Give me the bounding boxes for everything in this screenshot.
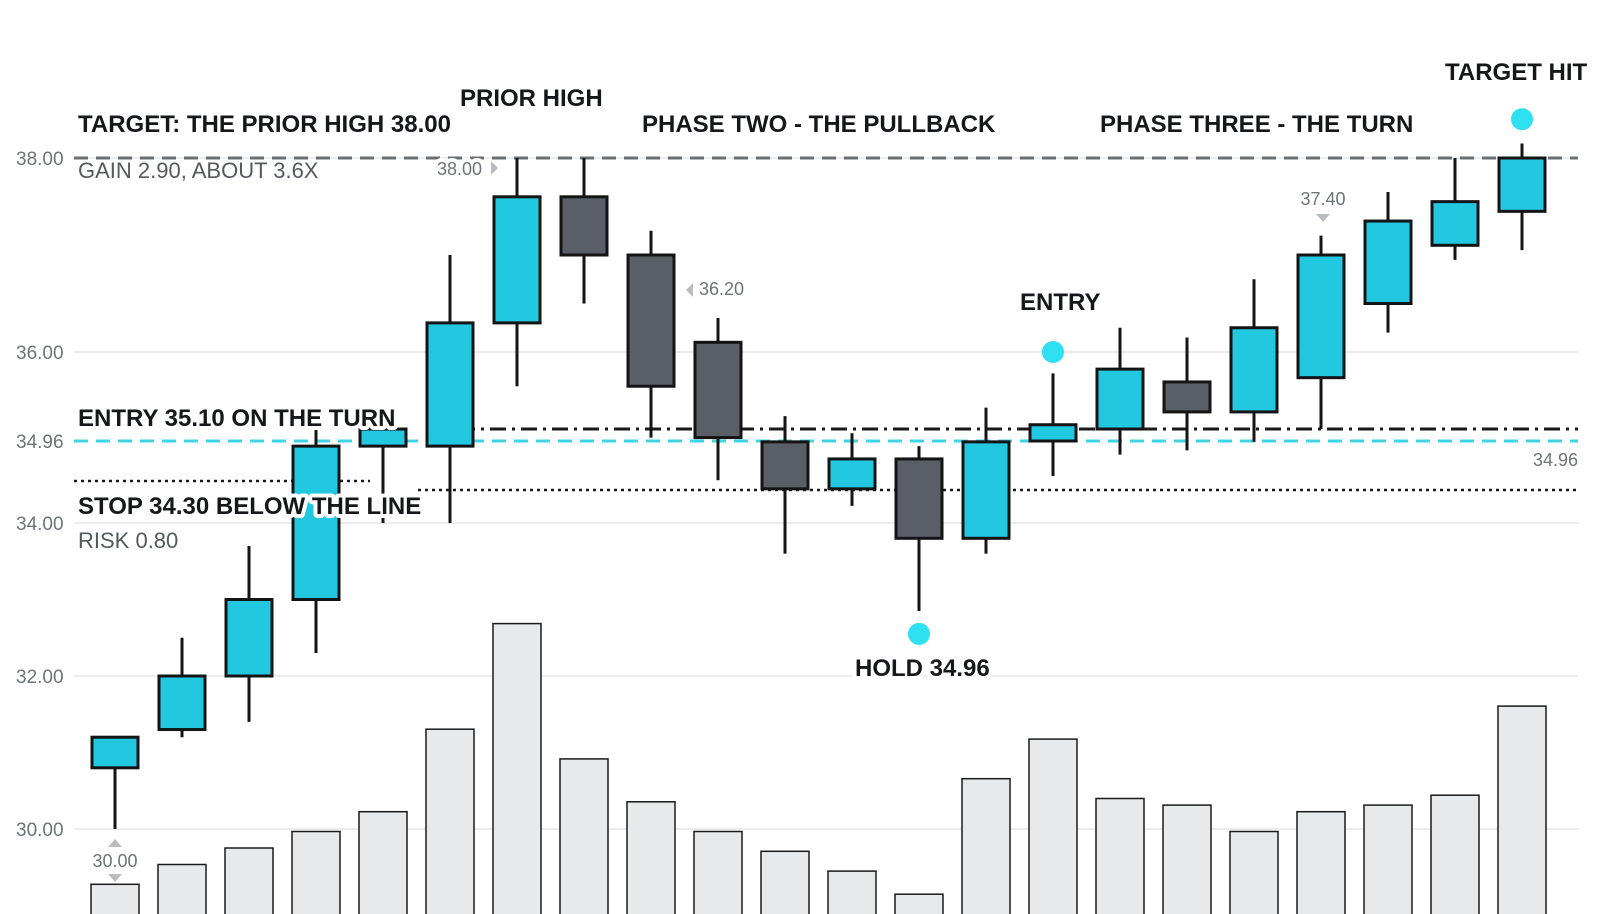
callout-37-40-arrow <box>1316 214 1330 222</box>
y-tick-label: 32.00 <box>16 667 64 688</box>
entry-marker <box>1042 341 1064 363</box>
prior-high-label: PRIOR HIGH <box>460 85 603 112</box>
volume-bar <box>291 830 341 914</box>
candle-body <box>1497 156 1547 213</box>
candle-body <box>559 195 609 257</box>
risk-label: RISK 0.80 <box>78 528 178 553</box>
volume-bar <box>961 777 1011 914</box>
target-gain: GAIN 2.90, ABOUT 3.6X <box>78 158 319 183</box>
candle-body <box>1430 200 1480 247</box>
candle-body <box>1028 423 1078 443</box>
candle-body <box>1229 326 1279 414</box>
volume-bar <box>626 801 676 914</box>
volume-bar <box>1296 810 1346 914</box>
volume-bar <box>358 810 408 914</box>
phase-two-label: PHASE TWO - THE PULLBACK <box>642 111 996 138</box>
y-tick-label: 34.00 <box>16 514 64 535</box>
callout-37-40: 37.40 <box>1300 189 1345 209</box>
price-level-lines <box>74 156 1578 492</box>
volume-bar <box>1028 738 1078 914</box>
volume-bar <box>1430 794 1480 914</box>
y-tick-label: 34.96 <box>16 432 64 453</box>
candle-body <box>90 735 140 770</box>
volume-bar <box>1162 804 1212 914</box>
candle-body <box>693 340 743 440</box>
volume-bar <box>760 850 810 914</box>
volume-bar <box>1229 830 1279 914</box>
candle-body <box>492 195 542 325</box>
candle-body <box>1162 380 1212 414</box>
target-hit-marker <box>1511 108 1533 131</box>
event-markers <box>908 108 1533 645</box>
callout-36-20: 36.20 <box>699 279 744 299</box>
hold-marker <box>908 622 930 645</box>
candle-body <box>157 674 207 732</box>
candle-body <box>291 444 341 601</box>
volume-bar <box>157 863 207 914</box>
candle-body <box>358 427 408 448</box>
callout-30: 30.00 <box>92 851 137 871</box>
y-tick-label: 38.00 <box>16 149 64 170</box>
volume-bar <box>1497 705 1547 914</box>
entry-line-label: ENTRY 35.10 ON THE TURN <box>78 405 395 432</box>
y-tick-label: 36.00 <box>16 343 64 364</box>
hold-label: HOLD 34.96 <box>855 655 990 682</box>
candle-body <box>827 457 877 491</box>
candle-body <box>1095 367 1145 431</box>
target-title: TARGET: THE PRIOR HIGH 38.00 <box>78 111 451 138</box>
volume-bar <box>559 758 609 914</box>
stop-line-label: STOP 34.30 BELOW THE LINE <box>78 493 421 520</box>
target-hit-label: TARGET HIT <box>1445 59 1588 86</box>
volume-bars <box>90 622 1547 914</box>
y-axis-labels: 30.00 32.00 34.00 34.96 36.00 38.00 <box>16 149 64 841</box>
entry-label: ENTRY <box>1020 289 1100 316</box>
candle-body <box>961 440 1011 540</box>
volume-bar <box>90 883 140 914</box>
candle-body <box>626 253 676 388</box>
annotations: TARGET: THE PRIOR HIGH 38.00 GAIN 2.90, … <box>74 55 1592 882</box>
callout-38-arrow <box>491 161 498 175</box>
candle-body <box>224 598 274 678</box>
candle-body <box>1296 253 1346 380</box>
candle-body <box>894 457 944 540</box>
phase-three-label: PHASE THREE - THE TURN <box>1100 111 1413 138</box>
callout-36-20-arrow <box>686 283 693 297</box>
candles <box>90 143 1547 829</box>
callout-30-arrow-down <box>108 874 122 882</box>
volume-bar <box>894 893 944 914</box>
volume-bar <box>693 830 743 914</box>
volume-bar <box>492 622 542 914</box>
hold-right-label: 34.96 <box>1533 450 1578 470</box>
candle-body <box>1363 219 1413 305</box>
volume-bar <box>827 870 877 914</box>
volume-bar <box>425 728 475 914</box>
candle-body <box>760 440 810 491</box>
volume-bar <box>1095 797 1145 914</box>
volume-bar <box>224 847 274 914</box>
callout-30-arrow-up <box>108 839 122 847</box>
candle-body <box>425 321 475 448</box>
volume-bar <box>1363 804 1413 914</box>
callout-38: 38.00 <box>437 159 482 179</box>
y-tick-label: 30.00 <box>16 820 64 841</box>
